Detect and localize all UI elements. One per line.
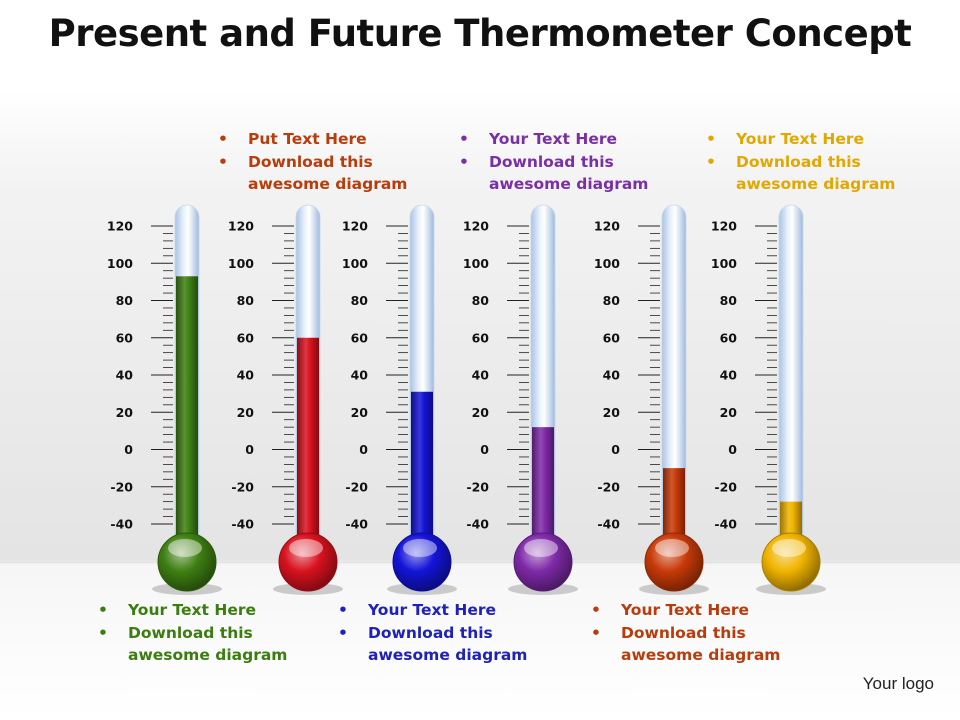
scale-label: -20: [466, 479, 489, 494]
scale-label: 0: [728, 442, 737, 457]
callout-top-1: Put Text Here Download this awesome diag…: [218, 128, 407, 196]
scale-label: -40: [231, 517, 254, 532]
thermometer-bulb: [513, 532, 573, 592]
callout-top-1-item-1: Put Text Here: [218, 128, 407, 151]
bulb-highlight: [289, 539, 323, 557]
scale-label: 40: [720, 368, 738, 383]
callout-bottom-3-item-2: Download this awesome diagram: [591, 622, 780, 667]
scale-label: 100: [594, 256, 620, 271]
scale-label: 80: [603, 293, 621, 308]
scale-label: 20: [720, 405, 738, 420]
scale-label: 100: [228, 256, 254, 271]
scale-label: 100: [463, 256, 489, 271]
scale-label: -40: [345, 517, 368, 532]
scale-label: 120: [594, 219, 620, 234]
scale-label: -20: [231, 479, 254, 494]
scale-label: 120: [342, 219, 368, 234]
scale-label: 60: [603, 330, 621, 345]
thermometer-bulb: [644, 532, 704, 592]
scale-label: -20: [110, 479, 133, 494]
callout-bottom-1-item-2: Download this awesome diagram: [98, 622, 287, 667]
floor-line: [0, 562, 960, 563]
callout-top-2-item-2: Download this awesome diagram: [459, 151, 648, 196]
scale-label: 20: [472, 405, 490, 420]
scale-label: 40: [116, 368, 134, 383]
callout-top-3-item-1: Your Text Here: [706, 128, 895, 151]
scale-label: 100: [711, 256, 737, 271]
scale-label: 40: [603, 368, 621, 383]
scale-label: 120: [711, 219, 737, 234]
scale-label: 20: [116, 405, 134, 420]
scale-label: 80: [116, 293, 134, 308]
scale-label: 60: [720, 330, 738, 345]
callout-top-2-item-1: Your Text Here: [459, 128, 648, 151]
callout-bottom-2-item-1: Your Text Here: [338, 599, 527, 622]
thermometer-liquid: [411, 391, 433, 562]
callout-top-3: Your Text Here Download this awesome dia…: [706, 128, 895, 196]
scale-label: 120: [107, 219, 133, 234]
scale-label: -20: [345, 479, 368, 494]
scale-label: 0: [359, 442, 368, 457]
scale-label: 20: [237, 405, 255, 420]
callout-bottom-3-item-1: Your Text Here: [591, 599, 780, 622]
scale-label: 120: [463, 219, 489, 234]
scale-label: 0: [480, 442, 489, 457]
bulb-highlight: [655, 539, 689, 557]
scale-label: 80: [237, 293, 255, 308]
thermometer-liquid: [176, 276, 198, 562]
thermometer-bulb: [392, 532, 452, 592]
scale-label: 80: [351, 293, 369, 308]
scale-label: 0: [124, 442, 133, 457]
bulb-highlight: [772, 539, 806, 557]
scale-label: 20: [351, 405, 369, 420]
scale-label: 40: [351, 368, 369, 383]
scale-label: 40: [472, 368, 490, 383]
scale-label: 60: [116, 330, 134, 345]
thermometer-bulb: [761, 532, 821, 592]
scale-label: 0: [245, 442, 254, 457]
callout-top-1-item-2: Download this awesome diagram: [218, 151, 407, 196]
scale-label: -20: [597, 479, 620, 494]
scale-label: 60: [237, 330, 255, 345]
page-title: Present and Future Thermometer Concept: [48, 12, 912, 55]
bulb-highlight: [168, 539, 202, 557]
callout-bottom-2-item-2: Download this awesome diagram: [338, 622, 527, 667]
callout-top-3-item-2: Download this awesome diagram: [706, 151, 895, 196]
callout-bottom-3: Your Text Here Download this awesome dia…: [591, 599, 780, 667]
thermometer-bulb: [157, 532, 217, 592]
scale-label: -40: [714, 517, 737, 532]
callout-top-2: Your Text Here Download this awesome dia…: [459, 128, 648, 196]
scale-label: -40: [466, 517, 489, 532]
thermometer-liquid: [532, 427, 554, 562]
bulb-highlight: [524, 539, 558, 557]
scale-label: 100: [107, 256, 133, 271]
scale-label: 40: [237, 368, 255, 383]
bulb-highlight: [403, 539, 437, 557]
scale-label: 80: [472, 293, 490, 308]
callout-bottom-1-item-1: Your Text Here: [98, 599, 287, 622]
scale-label: 80: [720, 293, 738, 308]
thermometer-bulb: [278, 532, 338, 592]
callout-bottom-1: Your Text Here Download this awesome dia…: [98, 599, 287, 667]
scale-label: 120: [228, 219, 254, 234]
callout-bottom-2: Your Text Here Download this awesome dia…: [338, 599, 527, 667]
scale-label: 60: [351, 330, 369, 345]
scale-label: 20: [603, 405, 621, 420]
scale-label: -20: [714, 479, 737, 494]
logo-placeholder: Your logo: [862, 674, 934, 693]
thermometer-liquid: [297, 337, 319, 562]
scale-label: -40: [597, 517, 620, 532]
scale-label: 0: [611, 442, 620, 457]
scale-label: -40: [110, 517, 133, 532]
scale-label: 60: [472, 330, 490, 345]
scale-label: 100: [342, 256, 368, 271]
